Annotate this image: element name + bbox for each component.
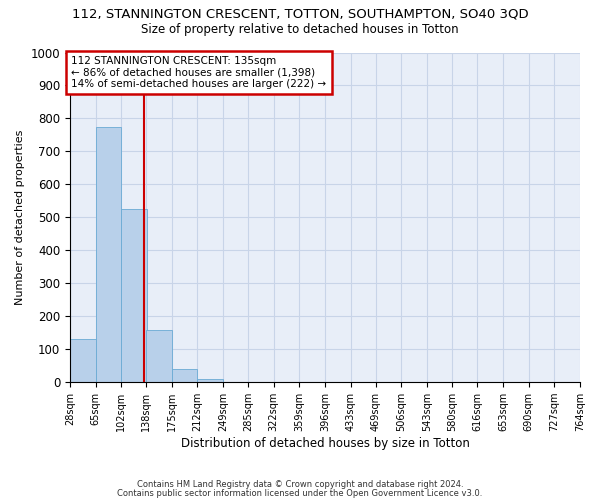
- Y-axis label: Number of detached properties: Number of detached properties: [15, 130, 25, 305]
- Bar: [70, 340, 95, 382]
- Bar: [95, 126, 121, 382]
- Text: Contains HM Land Registry data © Crown copyright and database right 2024.: Contains HM Land Registry data © Crown c…: [137, 480, 463, 489]
- Bar: [172, 369, 197, 382]
- Bar: [121, 209, 147, 382]
- X-axis label: Distribution of detached houses by size in Totton: Distribution of detached houses by size …: [181, 437, 469, 450]
- Text: 112, STANNINGTON CRESCENT, TOTTON, SOUTHAMPTON, SO40 3QD: 112, STANNINGTON CRESCENT, TOTTON, SOUTH…: [71, 8, 529, 20]
- Bar: [197, 379, 223, 382]
- Text: 112 STANNINGTON CRESCENT: 135sqm
← 86% of detached houses are smaller (1,398)
14: 112 STANNINGTON CRESCENT: 135sqm ← 86% o…: [71, 56, 326, 89]
- Bar: [146, 330, 172, 382]
- Text: Contains public sector information licensed under the Open Government Licence v3: Contains public sector information licen…: [118, 488, 482, 498]
- Text: Size of property relative to detached houses in Totton: Size of property relative to detached ho…: [141, 22, 459, 36]
